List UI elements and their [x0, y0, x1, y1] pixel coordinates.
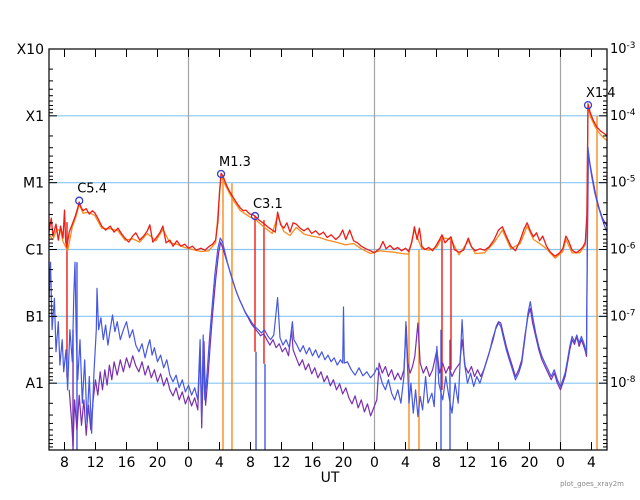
x-tick-label: 20 [335, 455, 353, 471]
x-tick-label: 0 [556, 455, 565, 471]
x-tick-label: 12 [273, 455, 291, 471]
x-tick-label: 16 [490, 455, 508, 471]
flare-peak-marker [250, 211, 260, 221]
curves-group [49, 103, 607, 450]
flare-class-label: C3.1 [253, 197, 283, 212]
series-line-xray-short-primary [49, 146, 607, 434]
y-axis-label-left: X10 [17, 42, 44, 58]
x-tick-label: 16 [118, 455, 136, 471]
x-tick-label: 0 [184, 455, 193, 471]
watermark-label: plot_goes_xray2m [560, 480, 624, 488]
x-axis-unit-label: UT [321, 470, 340, 486]
x-tick-label: 0 [370, 455, 379, 471]
x-tick-label: 8 [60, 455, 69, 471]
y-axis-label-left: A1 [26, 376, 44, 392]
flare-class-label: X1.4 [586, 86, 616, 101]
x-tick-label: 4 [587, 455, 596, 471]
y-axis-label-left: C1 [25, 243, 44, 259]
y-axis-label-left: X1 [26, 109, 45, 125]
x-tick-label: 8 [432, 455, 441, 471]
flare-peak-marker [583, 100, 593, 110]
flare-peak-marker [75, 196, 84, 205]
flare-class-label: M1.3 [219, 155, 251, 170]
x-tick-label: 16 [304, 455, 322, 471]
x-tick-label: 4 [215, 455, 224, 471]
series-line-xray-long-secondary [49, 106, 607, 259]
x-tick-label: 12 [87, 455, 105, 471]
y-axis-label-left: M1 [23, 176, 44, 192]
flare-peak-marker [216, 169, 226, 179]
flare-class-label: C5.4 [77, 182, 107, 197]
x-tick-label: 8 [246, 455, 255, 471]
x-tick-label: 20 [521, 455, 539, 471]
x-tick-label: 4 [401, 455, 410, 471]
series-line-xray-long-primary [49, 103, 607, 257]
x-tick-label: 20 [149, 455, 167, 471]
x-tick-label: 12 [459, 455, 477, 471]
y-axis-label-left: B1 [25, 309, 44, 325]
